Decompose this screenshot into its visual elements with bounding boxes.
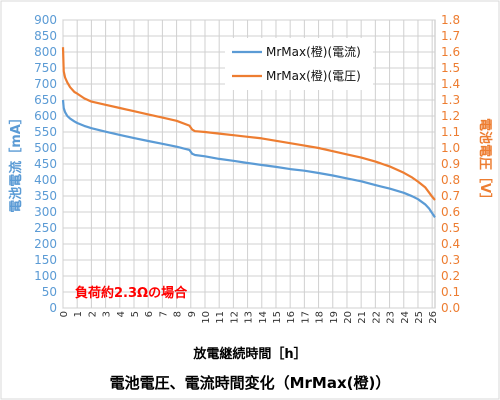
y-right-tick-label: 0.1	[441, 285, 460, 299]
y-right-tick-label: 0.4	[441, 237, 460, 251]
x-tick-label: 12	[229, 311, 240, 324]
x-tick-label: 17	[300, 311, 311, 324]
y-left-tick-label: 500	[34, 141, 57, 155]
y-left-tick-label: 900	[34, 13, 57, 27]
y-left-tick-label: 800	[34, 45, 57, 59]
x-tick-label: 23	[386, 311, 397, 324]
x-tick-label: 5	[130, 311, 141, 317]
y-left-tick-label: 700	[34, 77, 57, 91]
chart-title: 電池電圧、電流時間変化（MrMax(橙)）	[110, 374, 391, 392]
x-tick-label: 7	[158, 311, 169, 317]
y-left-tick-label: 50	[42, 285, 57, 299]
x-tick-label: 19	[329, 311, 340, 324]
legend-box	[225, 38, 373, 90]
y-left-tick-label: 750	[34, 61, 57, 75]
series-layer	[61, 47, 436, 219]
y-left-tick-label: 200	[34, 237, 57, 251]
y-right-tick-label: 0.9	[441, 157, 460, 171]
y-right-tick-label: 0.3	[441, 253, 460, 267]
x-tick-label: 24	[400, 311, 411, 324]
x-tick-label: 9	[187, 311, 198, 317]
x-tick-label: 11	[215, 311, 226, 324]
y-left-tick-label: 300	[34, 205, 57, 219]
x-tick-label: 1	[73, 311, 84, 317]
y-right-tick-label: 1.1	[441, 125, 460, 139]
x-tick-label: 2	[87, 311, 98, 317]
y-right-tick-label: 0.7	[441, 189, 460, 203]
x-tick-label: 14	[258, 311, 269, 324]
y-left-tick-label: 550	[34, 125, 57, 139]
x-tick-label: 0	[59, 311, 70, 317]
legend: MrMax(橙)(電流) MrMax(橙)(電圧)	[225, 38, 373, 90]
series-line-current	[61, 99, 436, 219]
x-tick-label: 13	[244, 311, 255, 324]
x-tick-label: 15	[272, 311, 283, 324]
x-tick-label: 8	[173, 311, 184, 317]
x-tick-label: 25	[414, 311, 425, 324]
x-tick-label: 16	[286, 311, 297, 324]
y-right-tick-label: 1.7	[441, 29, 460, 43]
x-tick-label: 18	[315, 311, 326, 324]
x-tick-label: 26	[428, 311, 439, 324]
legend-label-current: MrMax(橙)(電流)	[266, 44, 361, 59]
y-left-tick-label: 450	[34, 157, 57, 171]
y-right-tick-label: 0.6	[441, 205, 460, 219]
annotation: 負荷約2.3Ωの場合	[75, 285, 188, 301]
y-left-tick-label: 350	[34, 189, 57, 203]
y-left-tick-label: 850	[34, 29, 57, 43]
y-axis-title-right: 電池電圧［V］	[477, 118, 493, 206]
x-axis-title: 放電継続時間［h］	[192, 346, 306, 362]
y-left-tick-label: 0	[49, 301, 57, 315]
y-right-tick-label: 1.5	[441, 61, 460, 75]
x-tick-label: 10	[201, 311, 212, 324]
y-right-tick-label: 0.5	[441, 221, 460, 235]
y-left-tick-label: 150	[34, 253, 57, 267]
series-line-voltage	[61, 47, 436, 201]
y-right-tick-label: 1.6	[441, 45, 460, 59]
x-tick-label: 3	[102, 311, 113, 317]
y-right-tick-label: 0.0	[441, 301, 460, 315]
legend-label-voltage: MrMax(橙)(電圧)	[266, 68, 361, 83]
y-left-tick-label: 650	[34, 93, 57, 107]
x-tick-label: 22	[371, 311, 382, 324]
y-right-tick-label: 1.3	[441, 93, 460, 107]
y-right-tick-label: 1.2	[441, 109, 460, 123]
y-left-tick-label: 250	[34, 221, 57, 235]
y-right-tick-label: 1.8	[441, 13, 460, 27]
x-tick-label: 20	[343, 311, 354, 324]
x-tick-label: 21	[357, 311, 368, 324]
y-left-tick-label: 400	[34, 173, 57, 187]
y-axis-title-left: 電池電流［mA］	[8, 111, 24, 213]
y-left-tick-label: 100	[34, 269, 57, 283]
y-left-tick-label: 600	[34, 109, 57, 123]
y-right-tick-label: 1.4	[441, 77, 460, 91]
y-right-tick-label: 0.8	[441, 173, 460, 187]
x-tick-label: 4	[116, 311, 127, 317]
y-right-tick-label: 1.0	[441, 141, 460, 155]
x-tick-label: 6	[144, 311, 155, 317]
y-right-tick-label: 0.2	[441, 269, 460, 283]
